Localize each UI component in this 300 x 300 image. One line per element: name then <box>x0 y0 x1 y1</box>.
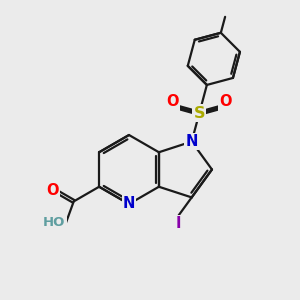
Text: O: O <box>167 94 179 110</box>
Text: O: O <box>219 94 232 110</box>
Text: I: I <box>175 216 181 231</box>
Text: N: N <box>123 196 135 211</box>
Text: HO: HO <box>43 216 66 229</box>
Text: N: N <box>185 134 198 149</box>
Text: S: S <box>194 106 205 121</box>
Text: O: O <box>46 183 59 198</box>
